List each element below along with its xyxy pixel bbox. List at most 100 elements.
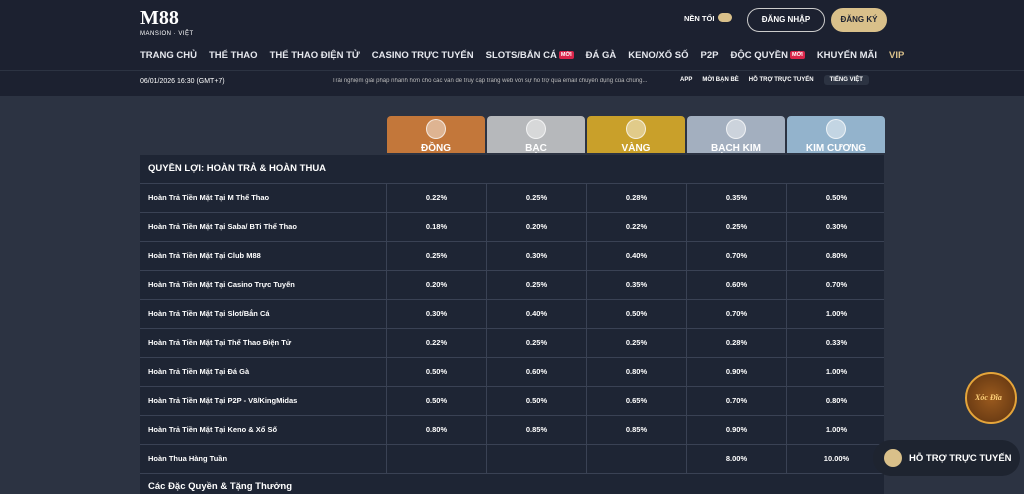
nav-label[interactable]: KHUYẾN MÃI: [816, 50, 877, 61]
top-link[interactable]: TIẾNG VIỆT: [823, 75, 869, 85]
nav-label[interactable]: THỂ THAO ĐIỆN TỬ: [269, 50, 360, 61]
table-row: Hoàn Trả Tiền Mặt Tại Slot/Bắn Cá 0.30% 0.…: [140, 300, 884, 329]
row-value: 0.40%: [486, 300, 586, 328]
row-value: 0.70%: [686, 387, 786, 415]
game-icon[interactable]: [965, 372, 1017, 424]
nav-label[interactable]: SLOTS/BẮN CÁ: [485, 50, 557, 61]
row-value: 8.00%: [686, 445, 786, 473]
row-value: 0.70%: [786, 271, 886, 299]
nav-item[interactable]: KENO/XỔ SỐ: [628, 50, 688, 61]
table-row: Hoàn Trả Tiền Mặt Tại P2P - V8/KingMidas…: [140, 387, 884, 416]
tier-label: ĐỒNG: [421, 143, 451, 154]
nav-item[interactable]: THỂ THAO: [209, 50, 258, 61]
row-value: 0.60%: [486, 358, 586, 386]
toggle-switch[interactable]: [718, 13, 732, 22]
row-value: 0.33%: [786, 329, 886, 357]
row-value: 1.00%: [786, 358, 886, 386]
table-row: Hoàn Thua Hàng Tuần 8.00% 10.00%: [140, 445, 884, 474]
tier-label: BẠC: [525, 143, 547, 154]
nav-label[interactable]: THỂ THAO: [209, 50, 258, 61]
row-label: Hoàn Trả Tiền Mặt Tại P2P - V8/KingMidas: [148, 396, 298, 405]
row-value: 0.80%: [786, 387, 886, 415]
nav-badge: MỚI: [790, 51, 805, 59]
nav-item[interactable]: VIP: [889, 50, 904, 61]
nav-item[interactable]: ĐỘC QUYỀN MỚI: [730, 50, 805, 61]
row-label: Hoàn Trả Tiền Mặt Tại Casino Trực Tuyến: [148, 280, 295, 289]
row-value: 0.18%: [386, 213, 486, 241]
logo[interactable]: M88: [140, 7, 179, 29]
row-value: 0.30%: [786, 213, 886, 241]
chat-icon: [884, 449, 902, 467]
row-value: 0.35%: [686, 184, 786, 212]
row-value: 0.50%: [786, 184, 886, 212]
top-link[interactable]: APP: [680, 77, 693, 83]
nav-label[interactable]: P2P: [700, 50, 719, 61]
nav: TRANG CHỦ THỂ THAO THỂ THAO ĐIỆN TỬ CASINO …: [140, 50, 904, 61]
logo-sub: MANSION · VIỆT: [140, 31, 194, 37]
tier-label: BẠCH KIM: [711, 143, 761, 154]
nav-label[interactable]: TRANG CHỦ: [140, 50, 197, 61]
row-value: 0.22%: [386, 184, 486, 212]
nav-label[interactable]: KENO/XỔ SỐ: [628, 50, 689, 61]
row-value: 0.35%: [586, 271, 686, 299]
row-value: 0.60%: [686, 271, 786, 299]
tier-header: ĐỒNG: [387, 116, 485, 154]
row-value: 0.90%: [686, 358, 786, 386]
table-row: Hoàn Trả Tiền Mặt Tại Thể Thao Điện Tử 0.…: [140, 329, 884, 358]
nav-label[interactable]: CASINO TRỰC TUYẾN: [371, 50, 474, 61]
nav-label[interactable]: VIP: [888, 50, 905, 61]
tier-icon: [826, 119, 846, 139]
row-value: 0.50%: [386, 387, 486, 415]
login-button[interactable]: ĐĂNG NHẬP: [747, 8, 825, 32]
row-value: 0.80%: [386, 416, 486, 444]
nav-item[interactable]: ĐÁ GÀ: [586, 50, 617, 61]
nav-item[interactable]: CASINO TRỰC TUYẾN: [372, 50, 474, 61]
table-row: Hoàn Trả Tiền Mặt Tại M Thể Thao 0.22% 0.2…: [140, 184, 884, 213]
nav-item[interactable]: TRANG CHỦ: [140, 50, 197, 61]
row-label: Hoàn Trả Tiền Mặt Tại Keno & Xổ Số: [148, 425, 278, 434]
row-value: 0.25%: [586, 329, 686, 357]
row-value: 0.85%: [486, 416, 586, 444]
tier-icon: [626, 119, 646, 139]
section-title: QUYỀN LỢI: HOÀN TRẢ & HOÀN THUA: [148, 163, 327, 174]
nav-item[interactable]: P2P: [700, 50, 718, 61]
section-row: [140, 155, 884, 184]
tier-header: VÀNG: [587, 116, 685, 154]
row-value: 1.00%: [786, 300, 886, 328]
row-value: 0.70%: [686, 242, 786, 270]
row-value: 0.25%: [486, 329, 586, 357]
nav-item[interactable]: KHUYẾN MÃI: [817, 50, 877, 61]
chat-label: HỖ TRỢ TRỰC TUYẾN: [909, 453, 1012, 464]
table-row: Hoàn Trả Tiền Mặt Tại Đá Gà 0.50% 0.60% 0.8…: [140, 358, 884, 387]
row-value: 0.50%: [386, 358, 486, 386]
top-link[interactable]: HỖ TRỢ TRỰC TUYẾN: [748, 77, 814, 83]
table-row: Hoàn Trả Tiền Mặt Tại Keno & Xổ Số 0.80% 0…: [140, 416, 884, 445]
top-link[interactable]: MỜI BẠN BÈ: [702, 77, 739, 83]
register-button[interactable]: ĐĂNG KÝ: [831, 8, 887, 32]
row-label: Hoàn Trả Tiền Mặt Tại Thể Thao Điện Tử: [148, 338, 292, 347]
nav-item[interactable]: SLOTS/BẮN CÁ MỚI: [486, 50, 574, 61]
nav-badge: MỚI: [558, 51, 574, 59]
tier-label: KIM CƯƠNG: [805, 143, 867, 154]
top-links: APP MỜI BẠN BÈ HỖ TRỢ TRỰC TUYẾN TIẾNG VIỆT: [680, 75, 869, 85]
row-value: [486, 445, 586, 473]
row-label: Hoàn Trả Tiền Mặt Tại Đá Gà: [148, 367, 250, 376]
row-value: 10.00%: [786, 445, 886, 473]
row-value: 0.65%: [586, 387, 686, 415]
theme-toggle[interactable]: NỀN TỐI: [684, 14, 715, 23]
row-value: [586, 445, 686, 473]
row-value: 0.30%: [386, 300, 486, 328]
divider: [0, 70, 1024, 71]
row-label: Hoàn Thua Hàng Tuần: [148, 454, 228, 463]
nav-item[interactable]: THỂ THAO ĐIỆN TỬ: [270, 50, 360, 61]
row-value: 0.80%: [586, 358, 686, 386]
nav-label[interactable]: ĐÁ GÀ: [585, 50, 617, 61]
row-value: 0.90%: [686, 416, 786, 444]
row-label: Hoàn Trả Tiền Mặt Tại Slot/Bắn Cá: [148, 309, 270, 318]
nav-label[interactable]: ĐỘC QUYỀN: [730, 50, 788, 61]
next-section-title: Các Đặc Quyền & Tặng Thưởng: [148, 481, 293, 492]
row-value: 0.80%: [786, 242, 886, 270]
row-value: 0.25%: [486, 184, 586, 212]
row-value: 0.20%: [386, 271, 486, 299]
